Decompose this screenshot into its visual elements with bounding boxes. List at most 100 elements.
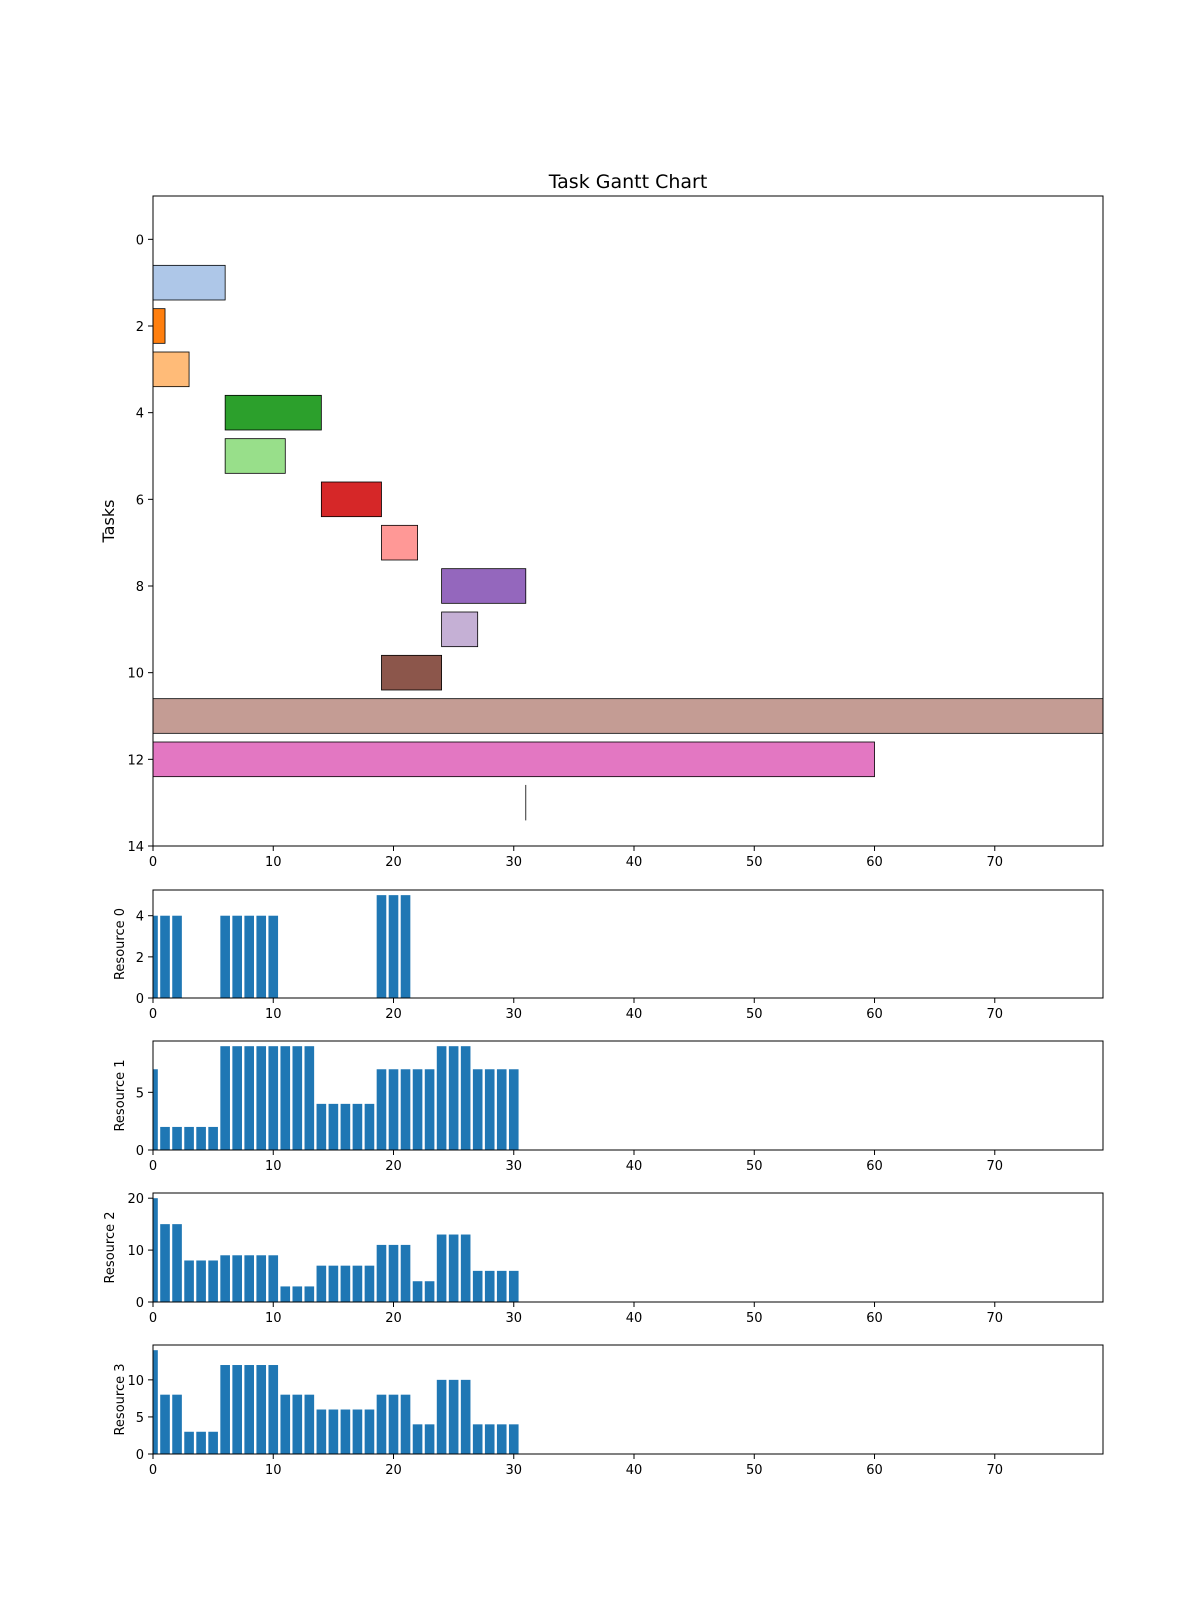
resource-bar [244,1365,255,1454]
y-tick-label: 0 [136,1296,144,1311]
y-tick-label: 2 [136,320,144,335]
resource-bar [292,1046,303,1150]
resource-bar [436,1234,447,1302]
resource-bar [376,1394,387,1454]
gantt-bar [224,394,322,431]
axes-frame [152,1344,1104,1455]
x-tick-label: 0 [149,1311,157,1326]
resource-bar [232,1046,242,1150]
gantt-bar [224,438,286,474]
resource-bar [436,1046,447,1150]
resource-bar [244,1255,255,1302]
resource-bar [496,1270,507,1302]
y-tick-label: 12 [127,753,144,768]
resource-bar [220,915,230,998]
resource-bar [256,1365,267,1454]
resource-bar [153,1198,158,1302]
resource-bar [232,1365,242,1454]
x-tick-label: 0 [149,1159,157,1174]
resource-bar [316,1103,327,1150]
resource-bar [496,1424,507,1454]
resource-bars [153,1350,519,1454]
resource-bar [244,915,255,998]
resource-bar [153,1350,158,1454]
resource-bar [220,1046,230,1150]
y-tick-label: 14 [127,840,144,855]
resource-bar [400,1244,411,1302]
y-tick-label: 0 [136,992,144,1007]
y-tick-label: 10 [127,1244,144,1259]
resource-bar [316,1265,327,1302]
resource-bar [376,895,387,998]
resource-bars [153,1046,519,1150]
y-tick-label: 0 [136,233,144,248]
resource-bars [153,895,411,998]
resource-bar [460,1046,471,1150]
resource-bar [508,1424,519,1454]
x-tick-label: 70 [986,855,1003,870]
resource-bar [208,1431,218,1454]
gantt-bar [381,654,443,691]
x-tick-label: 20 [385,1159,402,1174]
gantt-bar [153,264,226,301]
x-tick-label: 60 [866,1159,883,1174]
resource-bar [160,1126,170,1150]
x-tick-label: 50 [746,1159,763,1174]
x-tick-label: 50 [746,855,763,870]
resource-bar [160,915,170,998]
y-tick-label: 4 [136,407,144,422]
x-tick-label: 30 [505,1311,522,1326]
resource-bar [352,1409,363,1454]
resource-bar [460,1234,471,1302]
resource-bar [424,1069,435,1150]
x-tick-label: 70 [986,1007,1003,1022]
resource-bar [484,1424,495,1454]
x-tick-label: 60 [866,1311,883,1326]
resource-bar [256,1046,267,1150]
resource-bar [340,1409,351,1454]
x-tick-label: 0 [149,1463,157,1478]
x-tick-label: 60 [866,1463,883,1478]
resource-bar [364,1409,375,1454]
resource-bar [364,1103,375,1150]
x-tick-label: 50 [746,1463,763,1478]
resource-bar [268,915,279,998]
resource-bar [256,1255,267,1302]
x-tick-label: 10 [265,1463,282,1478]
y-tick-label: 5 [136,1411,144,1426]
resource-bar [268,1255,279,1302]
resource-bar [448,1046,459,1150]
resource-bar [376,1069,387,1150]
x-tick-label: 40 [626,1463,643,1478]
resource-bar [448,1234,459,1302]
resource-bar [340,1265,351,1302]
gantt-bar [153,351,190,388]
gantt-bar [153,741,875,778]
resource-bar [184,1126,194,1150]
resource-bar [280,1394,291,1454]
resource-bar [160,1394,170,1454]
resource-bar [400,1069,411,1150]
x-tick-label: 60 [866,1007,883,1022]
y-tick-label: 0 [136,1448,144,1463]
resource-bar [172,1126,182,1150]
resource-bar [460,1379,471,1454]
x-tick-label: 0 [149,1007,157,1022]
resource-bar [304,1046,315,1150]
resource-bar [388,1069,399,1150]
x-tick-label: 50 [746,1311,763,1326]
x-tick-label: 10 [265,1007,282,1022]
resource-bar [172,1394,182,1454]
x-tick-label: 40 [626,855,643,870]
resource-bar [172,1224,182,1302]
resource-bar [484,1069,495,1150]
resource-bar [424,1281,435,1302]
resource-bar [184,1431,194,1454]
y-axis-label: Resource 3 [113,1363,128,1435]
resource-bar [376,1244,387,1302]
resource-bar [328,1103,339,1150]
y-tick-label: 0 [136,1144,144,1159]
gantt-bars [153,264,1103,821]
x-tick-label: 50 [746,1007,763,1022]
y-tick-label: 4 [136,910,144,925]
